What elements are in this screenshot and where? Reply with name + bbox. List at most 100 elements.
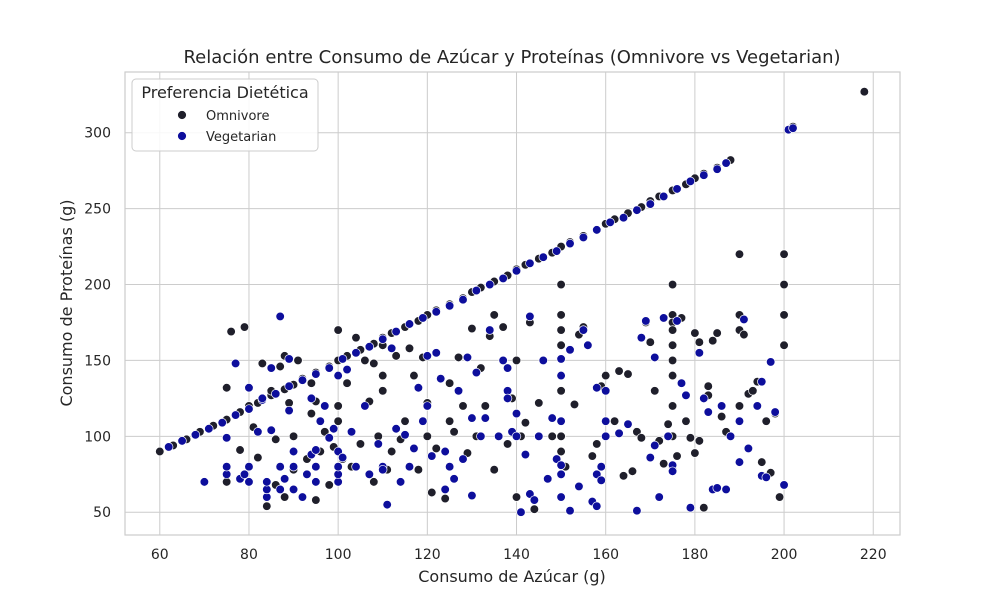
data-point — [275, 361, 285, 372]
data-point — [342, 378, 352, 388]
data-point — [694, 436, 704, 446]
data-point — [636, 433, 647, 443]
data-point — [230, 358, 241, 369]
data-point — [739, 314, 749, 325]
data-point — [355, 439, 366, 449]
data-point — [556, 431, 566, 441]
data-point — [284, 405, 294, 416]
legend-marker-omnivore — [177, 110, 187, 120]
data-point — [485, 279, 495, 290]
data-point — [592, 383, 602, 393]
data-point — [498, 322, 508, 332]
data-point — [703, 381, 713, 391]
data-point — [578, 232, 589, 243]
data-point — [596, 475, 606, 486]
data-point — [485, 325, 495, 335]
data-point — [164, 442, 174, 452]
data-point — [672, 451, 682, 461]
data-point — [333, 325, 343, 335]
data-point — [177, 436, 187, 446]
data-point — [712, 483, 722, 493]
data-point — [387, 446, 397, 457]
data-point — [547, 431, 557, 441]
data-point — [306, 378, 317, 388]
data-point — [654, 492, 664, 502]
data-point — [369, 358, 379, 369]
data-point — [244, 404, 254, 414]
data-point — [480, 401, 490, 411]
data-point — [351, 348, 361, 358]
data-point — [690, 448, 700, 458]
data-point — [650, 352, 660, 363]
data-point — [337, 354, 348, 364]
data-point — [431, 307, 441, 317]
data-point — [333, 416, 343, 426]
data-point — [315, 416, 325, 426]
data-point — [199, 477, 210, 487]
data-point — [788, 123, 798, 133]
data-point — [618, 213, 629, 223]
data-point — [859, 87, 869, 97]
data-point — [471, 367, 482, 378]
data-point — [774, 492, 785, 502]
data-point — [244, 477, 254, 487]
data-point — [552, 246, 562, 256]
x-tick-label: 60 — [151, 547, 169, 563]
data-point — [391, 326, 401, 337]
data-point — [525, 311, 535, 322]
data-point — [422, 431, 432, 441]
data-point — [779, 279, 789, 290]
x-tick-label: 160 — [592, 547, 619, 563]
data-point — [311, 462, 321, 472]
data-point — [293, 355, 303, 366]
data-point — [699, 503, 709, 513]
data-point — [458, 454, 468, 464]
data-point — [511, 431, 522, 441]
data-point — [431, 443, 441, 454]
data-point — [529, 495, 539, 505]
data-point — [556, 492, 566, 502]
data-point — [235, 445, 245, 455]
data-point — [444, 301, 455, 311]
data-point — [779, 249, 789, 259]
data-point — [511, 355, 522, 366]
data-point — [547, 413, 557, 423]
data-point — [712, 164, 722, 174]
legend: Preferencia Dietética Omnivore Vegetaria… — [131, 78, 319, 152]
data-point — [431, 348, 441, 358]
data-point — [333, 401, 343, 411]
data-point — [596, 462, 606, 472]
x-tick-label: 200 — [771, 547, 798, 563]
y-axis-label: Consumo de Proteínas (g) — [57, 199, 76, 406]
data-point — [360, 401, 370, 411]
data-point — [663, 419, 673, 429]
y-tick-label: 50 — [93, 505, 111, 521]
data-point — [351, 333, 361, 343]
data-point — [324, 480, 334, 490]
plot-frame — [124, 71, 901, 536]
data-point — [556, 310, 566, 320]
data-point — [681, 390, 691, 400]
data-point — [534, 398, 544, 408]
data-point — [436, 373, 446, 384]
legend-title: Preferencia Dietética — [141, 83, 308, 102]
data-point — [489, 310, 499, 320]
data-point — [565, 506, 575, 516]
data-point — [672, 184, 682, 194]
data-point — [222, 383, 232, 393]
data-point — [663, 431, 673, 441]
data-point — [364, 342, 375, 352]
data-point — [311, 369, 321, 379]
data-point — [400, 430, 410, 440]
data-point — [556, 446, 566, 457]
data-point — [440, 484, 450, 495]
data-point — [480, 413, 490, 423]
data-point — [444, 378, 455, 388]
data-point — [672, 316, 682, 326]
data-point — [752, 401, 762, 411]
data-point — [645, 452, 655, 463]
data-point — [449, 474, 459, 484]
data-point — [601, 431, 611, 441]
y-tick-labels: 50 100 150 200 250 300 — [84, 126, 111, 522]
data-point — [578, 325, 589, 335]
